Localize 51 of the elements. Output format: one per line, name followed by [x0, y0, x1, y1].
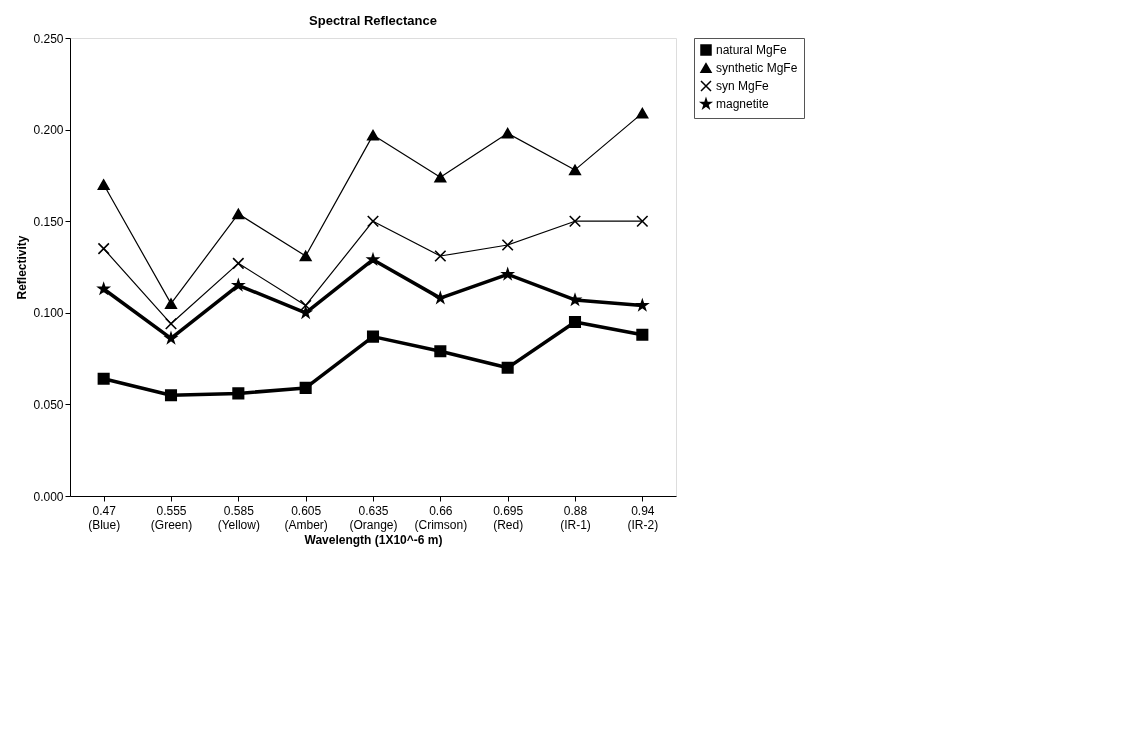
point — [299, 299, 312, 312]
x-tick-label: 0.66 (Crimson) — [414, 503, 468, 532]
y-tick-label: 0.150 — [33, 214, 64, 229]
y-tick-label: 0.250 — [33, 31, 64, 46]
point — [97, 179, 110, 190]
point — [366, 330, 380, 343]
point — [164, 389, 178, 402]
point — [568, 164, 582, 176]
point — [97, 242, 110, 255]
point — [232, 208, 245, 220]
point — [568, 215, 582, 228]
point — [232, 387, 245, 400]
x-tick-label: 0.94 (IR-2) — [627, 503, 659, 532]
point — [299, 250, 312, 262]
point — [501, 361, 514, 374]
point — [366, 129, 380, 141]
point — [164, 317, 178, 330]
x-tick-label: 0.605 (Amber) — [284, 503, 328, 532]
point — [636, 107, 649, 119]
x-tick-label: 0.695 (Red) — [493, 503, 524, 532]
x-tick-label: 0.47 (Blue) — [88, 503, 121, 532]
legend-label: syn MgFe — [716, 79, 770, 93]
point — [97, 282, 110, 295]
point — [366, 215, 380, 228]
point — [636, 299, 649, 311]
point — [501, 238, 514, 252]
point — [636, 215, 649, 228]
point — [501, 127, 514, 139]
x-tick-label: 0.585 (Yellow) — [217, 503, 260, 532]
point — [434, 249, 447, 263]
point — [568, 315, 582, 328]
y-tick-label: 0.050 — [33, 397, 64, 412]
point — [97, 372, 110, 385]
legend-label: natural MgFe — [716, 43, 788, 57]
point — [434, 345, 447, 358]
point — [232, 257, 245, 270]
y-tick-label: 0.100 — [33, 306, 64, 321]
x-tick-label: 0.88 (IR-1) — [560, 503, 591, 532]
legend-label: magnetite — [716, 97, 770, 111]
y-tick-label: 0.200 — [33, 123, 64, 138]
x-tick-label: 0.635 (Orange) — [349, 503, 398, 532]
chart-title: Spectral Reflectance — [309, 13, 437, 28]
point — [299, 381, 312, 394]
point — [164, 298, 178, 309]
x-tick-label: 0.555 (Green) — [150, 503, 193, 532]
point — [636, 328, 649, 341]
x-axis-title: Wavelength (1X10^-6 m) — [304, 532, 443, 547]
legend-label: synthetic MgFe — [716, 61, 798, 75]
point — [434, 171, 447, 183]
y-axis-title: Reflectivity — [15, 235, 30, 300]
y-tick-label: 0.000 — [33, 489, 64, 504]
